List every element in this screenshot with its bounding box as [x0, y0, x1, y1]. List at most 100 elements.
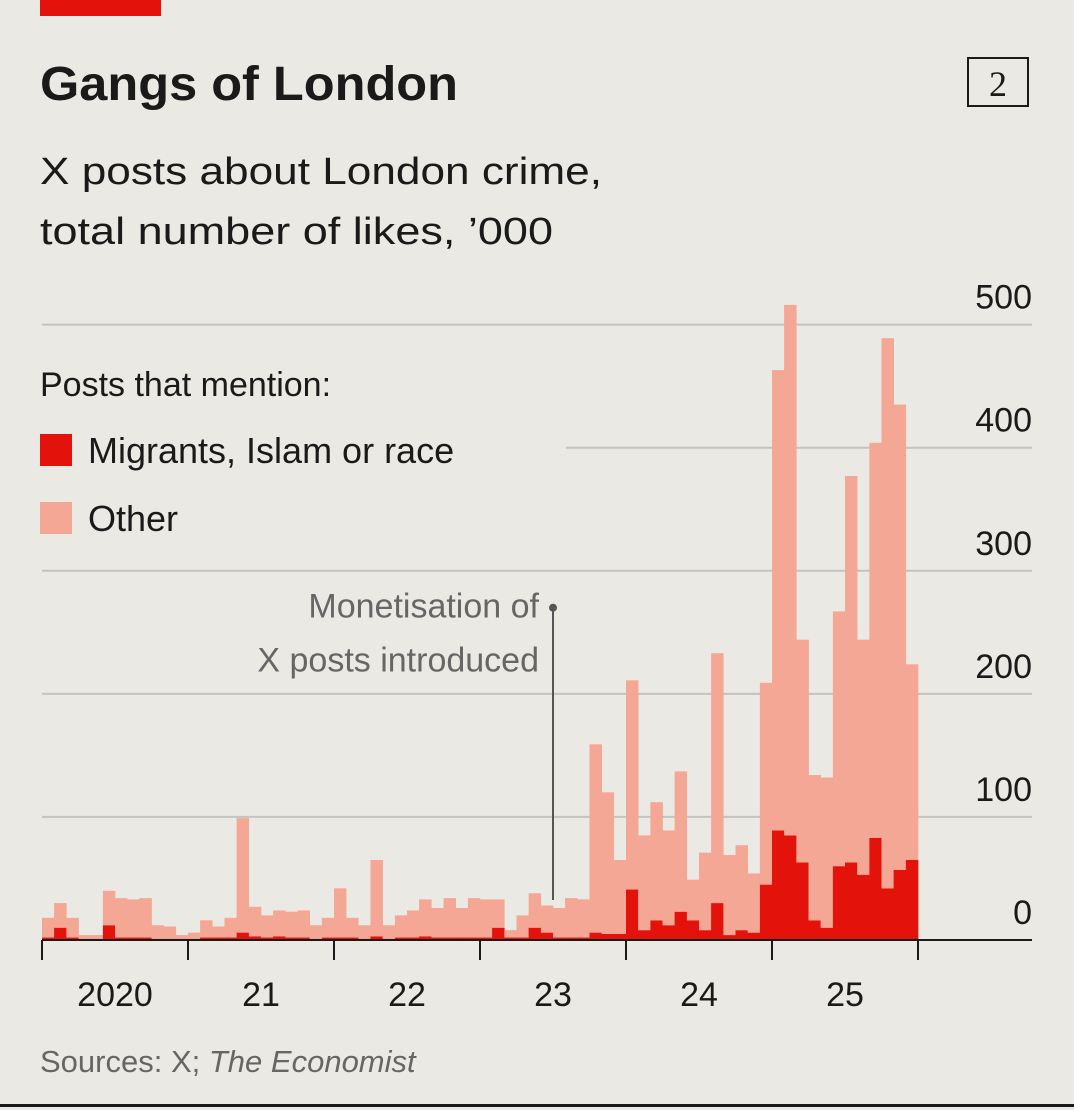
- legend-swatch: [40, 434, 72, 466]
- bar-segment: [358, 925, 371, 939]
- bar-segment: [662, 925, 675, 940]
- bar-segment: [443, 937, 456, 940]
- y-tick-label: 0: [1013, 894, 1032, 932]
- subtitle: X posts about London crime,: [40, 151, 602, 193]
- bar-segment: [407, 910, 420, 938]
- bar-segment: [553, 908, 566, 938]
- bar-segment: [881, 338, 894, 889]
- legend-swatch: [40, 502, 72, 534]
- bar-segment: [565, 898, 578, 938]
- x-tick-label: 22: [388, 976, 426, 1014]
- bar-segment: [528, 893, 542, 928]
- bar-segment: [650, 802, 663, 921]
- bar-segment: [686, 920, 700, 940]
- bar-segment: [248, 906, 262, 937]
- bar-segment: [297, 910, 310, 938]
- bar-segment: [735, 845, 748, 931]
- y-tick-label: 400: [975, 402, 1032, 440]
- bar-segment: [407, 937, 420, 940]
- bar-segment: [845, 862, 858, 940]
- bar-segment: [711, 653, 724, 904]
- bar-segment: [212, 926, 225, 938]
- annotation-text: X posts introduced: [257, 642, 539, 680]
- bar-segment: [42, 937, 55, 940]
- bar-segment: [139, 898, 152, 938]
- bar-segment: [261, 937, 274, 940]
- bar-segment: [747, 873, 761, 933]
- bar-segment: [102, 890, 116, 926]
- bar-segment: [419, 936, 432, 940]
- bar-segment: [540, 932, 554, 940]
- bar-segment: [480, 899, 493, 938]
- bar-segment: [431, 908, 444, 938]
- y-tick-label: 100: [975, 771, 1032, 809]
- y-tick-label: 500: [975, 279, 1032, 317]
- bar-segment: [553, 937, 566, 940]
- legend-label: Other: [88, 498, 178, 539]
- bar-segment: [589, 744, 602, 933]
- bar-segment: [613, 933, 627, 940]
- bar-segment: [711, 903, 724, 940]
- bar-segment: [650, 920, 663, 940]
- bar-segment: [832, 866, 846, 940]
- bar-segment: [139, 937, 152, 940]
- y-tick-label: 300: [975, 525, 1032, 563]
- x-tick-label: 2020: [77, 976, 153, 1014]
- bar-segment: [467, 898, 481, 938]
- bar-segment: [808, 920, 821, 940]
- bar-segment: [127, 937, 140, 940]
- bar-segment: [163, 926, 177, 939]
- red-tag: [40, 0, 161, 16]
- bar-segment: [224, 937, 237, 940]
- bar-segment: [321, 937, 335, 940]
- bar-segment: [42, 917, 55, 938]
- bar-segment: [224, 917, 237, 938]
- bar-segment: [467, 937, 481, 940]
- legend-bg: [36, 420, 566, 482]
- bar-segment: [480, 937, 493, 940]
- bar-segment: [285, 937, 298, 940]
- bar-segment: [236, 818, 250, 933]
- bar-segment: [419, 899, 432, 937]
- bar-segment: [90, 935, 104, 939]
- bar-segment: [820, 927, 834, 940]
- bar-segment: [772, 830, 785, 940]
- bar-segment: [784, 304, 797, 836]
- bar-segment: [297, 937, 310, 940]
- bar-segment: [492, 927, 505, 940]
- bar-segment: [905, 860, 919, 940]
- bar-segment: [370, 860, 383, 937]
- bar-segment: [881, 888, 894, 940]
- bar-segment: [516, 937, 529, 940]
- bar-segment: [674, 771, 688, 912]
- bar-segment: [321, 917, 335, 938]
- x-tick-label: 23: [534, 976, 572, 1014]
- bar-segment: [808, 775, 821, 921]
- bar-segment: [759, 682, 773, 885]
- bar-segment: [723, 935, 736, 940]
- bar-segment: [601, 792, 615, 934]
- bar-segment: [577, 899, 590, 938]
- bar-segment: [735, 930, 748, 940]
- bar-segment: [905, 664, 919, 860]
- badge: 2: [989, 64, 1007, 104]
- bar-segment: [723, 855, 736, 936]
- bar-segment: [115, 898, 128, 938]
- bar-segment: [54, 903, 67, 928]
- bar-segment: [151, 925, 164, 939]
- bar-segment: [175, 935, 189, 939]
- subtitle: total number of likes, ’000: [40, 211, 553, 253]
- bar-segment: [601, 933, 615, 940]
- bar-segment: [236, 932, 250, 940]
- bar-segment: [626, 889, 639, 940]
- bar-segment: [443, 898, 456, 938]
- bar-segment: [382, 925, 396, 939]
- bar-segment: [200, 937, 213, 940]
- bar-segment: [869, 837, 882, 940]
- bar-segment: [54, 927, 67, 940]
- bar-segment: [78, 935, 91, 939]
- annotation-dot: [549, 603, 557, 612]
- bar-segment: [212, 937, 225, 940]
- bar-segment: [431, 937, 444, 940]
